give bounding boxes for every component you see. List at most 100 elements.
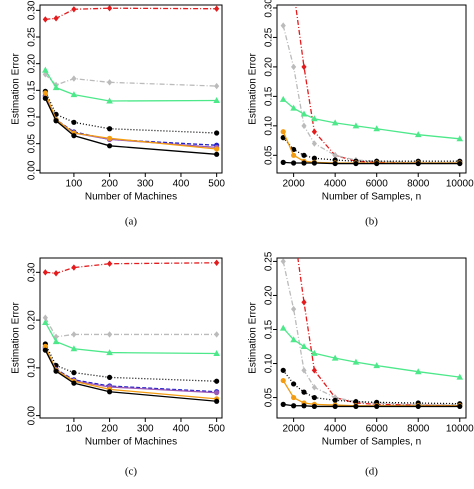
point: [214, 331, 220, 338]
point: [213, 96, 220, 103]
point: [280, 258, 286, 265]
x-axis-label: Number of Samples, n: [322, 192, 422, 203]
series-line: [44, 95, 217, 146]
x-axis-label: Number of Machines: [85, 192, 177, 203]
caption: (c): [125, 466, 138, 478]
point: [71, 6, 77, 13]
series-line: [44, 348, 217, 394]
point: [214, 151, 220, 157]
point: [373, 125, 380, 132]
point: [213, 350, 220, 357]
point: [291, 160, 297, 166]
series-line: [44, 317, 217, 338]
point: [374, 403, 380, 410]
point: [301, 389, 307, 395]
point: [353, 160, 359, 167]
x-tick-label: 500: [208, 424, 225, 435]
point: [374, 160, 380, 167]
y-tick-label: 0.10: [27, 107, 38, 127]
y-tick-label: 0.15: [27, 80, 38, 100]
x-tick-label: 4000: [324, 179, 347, 190]
x-tick-label: 400: [173, 179, 190, 190]
series-line: [44, 96, 217, 149]
point: [106, 331, 113, 338]
point: [353, 399, 359, 405]
x-tick-label: 4000: [324, 424, 347, 435]
x-tick-label: 8000: [407, 179, 430, 190]
point: [290, 104, 297, 111]
series-line: [44, 343, 217, 382]
series-line: [282, 25, 460, 164]
point: [214, 390, 220, 396]
point: [300, 110, 308, 117]
point: [332, 397, 338, 403]
point: [300, 343, 308, 350]
point: [290, 336, 297, 343]
point: [279, 324, 287, 331]
point: [457, 160, 463, 167]
plot-frame: [276, 4, 467, 174]
point: [373, 362, 380, 369]
y-tick-label: 0.05: [264, 145, 275, 165]
series-line: [44, 73, 217, 87]
plot-frame: [39, 4, 223, 174]
point: [279, 95, 287, 102]
point: [42, 269, 48, 276]
point: [42, 343, 48, 349]
y-axis-label: Estimation Error: [11, 52, 22, 124]
point: [53, 118, 59, 124]
caption: (a): [125, 216, 138, 228]
x-tick-label: 2000: [282, 179, 305, 190]
point: [106, 126, 113, 132]
x-axis-label: Number of Samples, n: [322, 437, 422, 448]
point: [70, 91, 78, 98]
y-tick-label: 0.30: [27, 0, 38, 20]
y-tick-label: 0.05: [27, 133, 38, 153]
point: [280, 129, 286, 135]
x-tick-label: 500: [208, 179, 225, 190]
point: [301, 403, 307, 409]
point: [456, 135, 464, 142]
point: [71, 133, 77, 139]
point: [301, 367, 307, 374]
y-tick-label: 0.15: [264, 86, 275, 106]
y-tick-label: 0.20: [264, 57, 275, 77]
series-line: [44, 347, 217, 393]
point: [106, 389, 113, 395]
point: [71, 370, 77, 376]
point: [106, 374, 113, 381]
series-line: [44, 322, 217, 355]
point: [291, 403, 297, 409]
panel: 0.00 0.05 0.10 0.15 0.20 0.25 0.30 100 200 300 400…: [11, 0, 226, 227]
point: [311, 140, 317, 147]
point: [291, 381, 297, 387]
series-line: [45, 262, 217, 274]
x-axis-label: Number of Machines: [85, 437, 177, 448]
y-axis-label: Estimation Error: [248, 52, 259, 124]
point: [214, 378, 220, 384]
point: [214, 146, 220, 152]
y-tick-label: 0.10: [27, 358, 38, 378]
plot-frame: [276, 257, 467, 419]
y-tick-label: 0.00: [27, 405, 38, 425]
series-line: [45, 7, 217, 21]
point: [71, 119, 77, 125]
point: [332, 152, 338, 159]
y-tick-label: 0.30: [264, 0, 275, 18]
series-line: [294, 5, 460, 164]
point: [311, 128, 317, 135]
y-axis-label: Estimation Error: [11, 301, 22, 373]
point: [414, 131, 422, 138]
point: [332, 403, 338, 410]
x-tick-label: 200: [101, 179, 118, 190]
point: [42, 95, 48, 101]
point: [415, 403, 421, 410]
point: [311, 160, 317, 166]
point: [456, 373, 464, 380]
point: [301, 152, 307, 158]
point: [214, 130, 220, 136]
point: [311, 155, 317, 161]
point: [311, 349, 318, 356]
point: [106, 349, 113, 356]
series-line: [282, 327, 460, 378]
